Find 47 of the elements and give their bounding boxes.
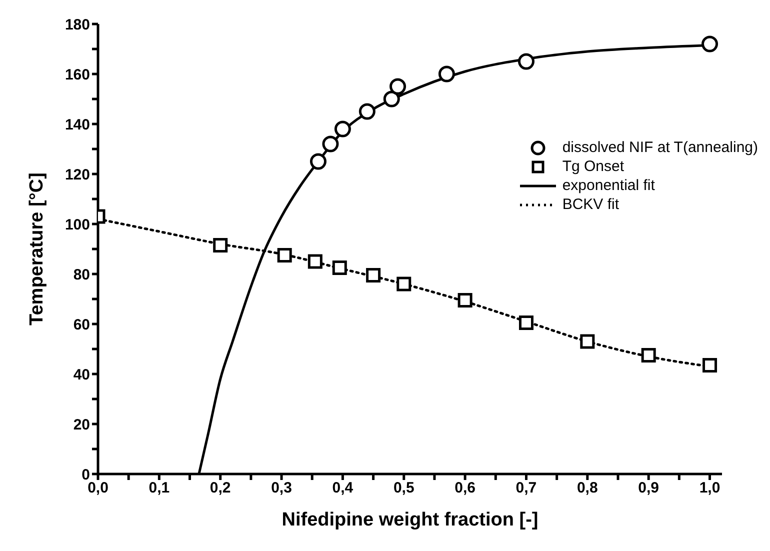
x-tick-label: 0,5 bbox=[393, 480, 414, 497]
y-tick-label: 60 bbox=[73, 316, 90, 334]
x-tick-label: 1,0 bbox=[699, 480, 720, 497]
y-tick-label: 100 bbox=[64, 216, 90, 234]
y-tick-label: 40 bbox=[73, 366, 90, 384]
legend-label: dissolved NIF at T(annealing) bbox=[562, 139, 758, 156]
x-tick-label: 0,0 bbox=[88, 480, 108, 497]
point bbox=[702, 358, 718, 372]
y-tick-label: 80 bbox=[73, 266, 90, 284]
legend-label: exponential fit bbox=[562, 177, 655, 194]
y-tick-label: 120 bbox=[64, 166, 90, 184]
y-tick-label: 180 bbox=[64, 16, 90, 34]
point bbox=[334, 120, 351, 138]
point bbox=[358, 103, 376, 120]
point bbox=[396, 276, 412, 292]
point bbox=[383, 90, 400, 108]
y-axis-title: Temperature [°C] bbox=[26, 172, 48, 326]
x-tick-label: 0,8 bbox=[576, 480, 598, 497]
y-tick-label: 20 bbox=[73, 416, 90, 434]
x-tick-label: 0,9 bbox=[638, 480, 660, 497]
point bbox=[518, 316, 534, 330]
x-tick-label: 0,1 bbox=[148, 480, 170, 497]
point bbox=[438, 66, 455, 82]
point bbox=[702, 36, 718, 52]
legend-label: BCKV fit bbox=[562, 196, 620, 213]
x-tick-label: 0,2 bbox=[210, 480, 231, 497]
point bbox=[310, 153, 326, 170]
legend-label: Tg Onset bbox=[562, 158, 624, 175]
x-tick-label: 0,6 bbox=[454, 480, 476, 497]
y-tick-label: 140 bbox=[64, 116, 90, 134]
y-tick-label: 0 bbox=[82, 466, 90, 484]
point bbox=[332, 260, 347, 275]
point bbox=[308, 254, 322, 269]
point bbox=[518, 53, 534, 70]
x-axis-title: Nifedipine weight fraction [-] bbox=[282, 509, 538, 530]
point bbox=[277, 248, 292, 262]
point bbox=[641, 348, 656, 362]
point bbox=[213, 238, 228, 252]
x-tick-label: 0,4 bbox=[332, 480, 354, 497]
x-tick-label: 0,3 bbox=[271, 480, 292, 497]
x-tick-label: 0,7 bbox=[516, 480, 537, 497]
point bbox=[390, 78, 406, 95]
point bbox=[458, 293, 472, 308]
y-tick-label: 160 bbox=[64, 66, 90, 84]
point bbox=[322, 136, 339, 152]
point bbox=[366, 268, 381, 282]
point bbox=[580, 334, 595, 349]
